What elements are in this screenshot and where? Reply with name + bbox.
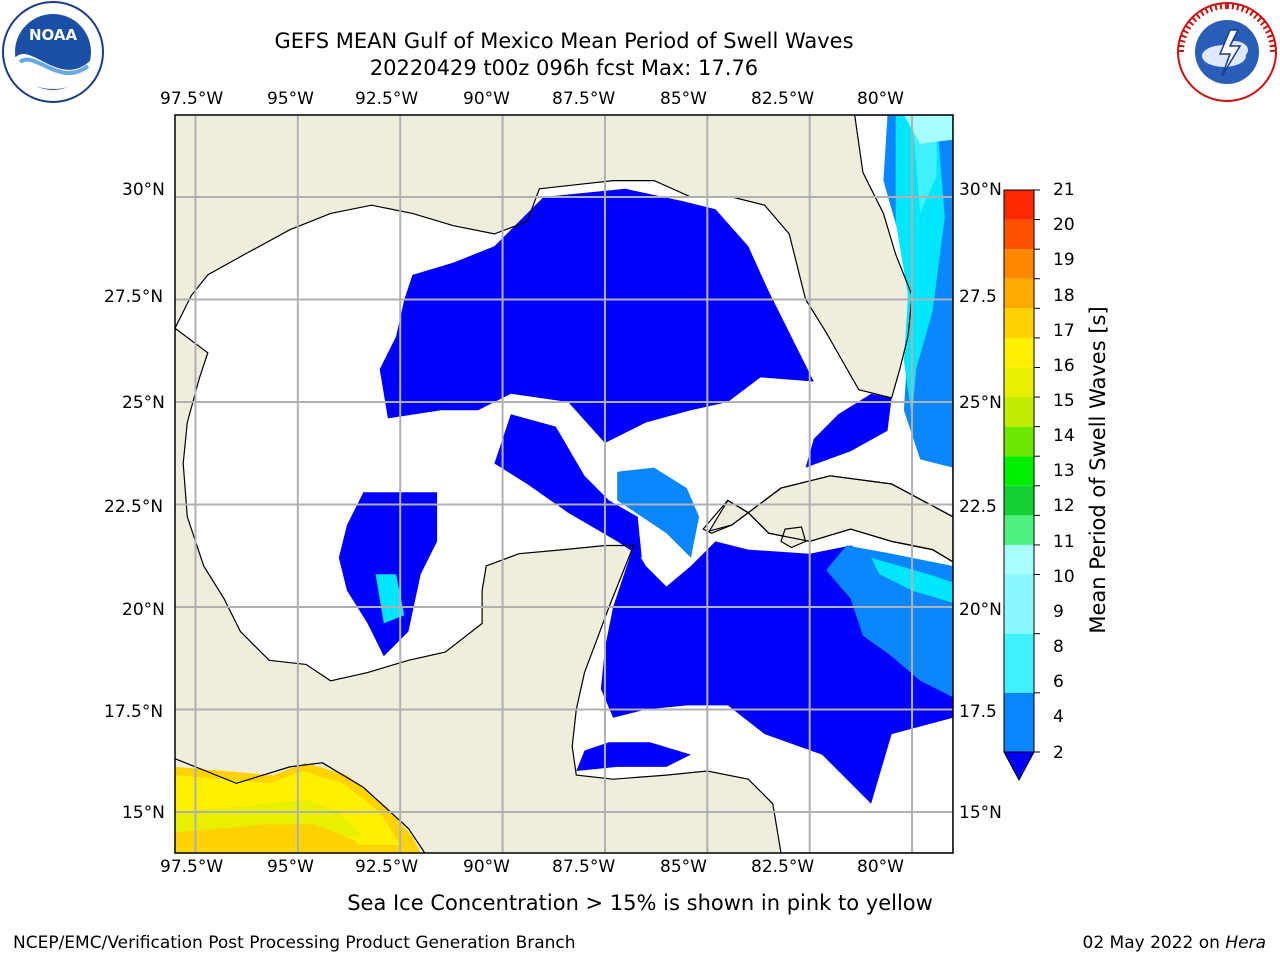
lat-tick-left: 25°N xyxy=(122,393,165,413)
lon-tick-bottom: 82.5°W xyxy=(751,857,815,877)
lon-tick-top: 87.5°W xyxy=(552,89,616,109)
isla-juventud-land xyxy=(780,526,807,549)
lon-tick-bottom: 97.5°W xyxy=(160,857,224,877)
colorbar-under-triangle xyxy=(1003,751,1035,782)
map-frame xyxy=(174,114,954,854)
lat-tick-left: 15°N xyxy=(122,803,165,823)
lon-tick-top: 82.5°W xyxy=(751,89,815,109)
colorbar-tick: 2 xyxy=(1053,743,1064,763)
colorbar-tick: 16 xyxy=(1053,356,1075,376)
colorbar-band xyxy=(1004,308,1034,338)
lat-tick-left: 17.5°N xyxy=(104,702,164,722)
lon-tick-top: 85°W xyxy=(660,89,707,109)
lon-tick-top: 97.5°W xyxy=(160,89,224,109)
colorbar-tick: 6 xyxy=(1053,672,1064,692)
lon-tick-top: 95°W xyxy=(267,89,314,109)
sea-ice-caption: Sea Ice Concentration > 15% is shown in … xyxy=(0,891,1280,915)
lat-tick-right: 15°N xyxy=(959,803,1002,823)
colorbar-band xyxy=(1004,574,1034,634)
lat-tick-right: 25°N xyxy=(959,393,1002,413)
lat-tick-right: 22.5 xyxy=(959,497,997,517)
swell-9-atlantic xyxy=(903,115,953,144)
swell-4to6-atlantic xyxy=(895,115,945,419)
lat-tick-left: 27.5°N xyxy=(104,287,164,307)
colorbar-band xyxy=(1004,426,1034,457)
footer-host: Hera xyxy=(1225,933,1266,953)
colorbar-tick: 20 xyxy=(1053,215,1075,235)
chart-subtitle: 20220429 t00z 096h fcst Max: 17.76 xyxy=(369,56,759,80)
colorbar-tick: 4 xyxy=(1053,707,1064,727)
noaa-logo-text: NOAA xyxy=(29,26,78,44)
swell-2to4-yucatan xyxy=(617,467,700,558)
colorbar-band xyxy=(1004,397,1034,427)
colorbar-tick: 9 xyxy=(1053,602,1064,622)
lon-tick-top: 92.5°W xyxy=(355,89,419,109)
colorbar-tick: 11 xyxy=(1053,532,1075,552)
lat-tick-left: 22.5°N xyxy=(104,497,164,517)
lon-tick-bottom: 90°W xyxy=(463,857,510,877)
colorbar-band xyxy=(1004,190,1034,220)
colorbar-tick: 18 xyxy=(1053,286,1075,306)
lat-tick-right: 27.5 xyxy=(959,287,997,307)
lat-tick-right: 30°N xyxy=(959,180,1002,200)
colorbar-band xyxy=(1004,544,1034,575)
colorbar-tick: 14 xyxy=(1053,426,1075,446)
pacific-coastline xyxy=(175,758,426,853)
swell-under2-straits xyxy=(805,393,892,468)
colorbar-label: Mean Period of Swell Waves [s] xyxy=(1086,306,1110,634)
lon-tick-top: 90°W xyxy=(463,89,510,109)
colorbar-band xyxy=(1004,515,1034,545)
colorbar-band xyxy=(1004,456,1034,486)
colorbar-tick: 17 xyxy=(1053,321,1075,341)
colorbar-tick: 19 xyxy=(1053,250,1075,270)
colorbar-tick: 15 xyxy=(1053,391,1075,411)
colorbar-band xyxy=(1004,278,1034,309)
lon-tick-bottom: 85°W xyxy=(660,857,707,877)
colorbar-band xyxy=(1004,219,1034,250)
sea-ice-orange-band xyxy=(175,824,364,853)
footer-branch: NCEP/EMC/Verification Post Processing Pr… xyxy=(13,933,576,953)
map-layer xyxy=(175,115,953,853)
colorbar-band xyxy=(1004,485,1034,516)
lon-tick-bottom: 80°W xyxy=(857,857,904,877)
footer-date-text: 02 May 2022 on xyxy=(1082,933,1226,953)
lat-tick-left: 20°N xyxy=(122,600,165,620)
lon-tick-bottom: 95°W xyxy=(267,857,314,877)
lat-tick-right: 20°N xyxy=(959,600,1002,620)
lon-tick-bottom: 87.5°W xyxy=(552,857,616,877)
colorbar-tick: 10 xyxy=(1053,567,1075,587)
nws-logo xyxy=(1174,0,1280,104)
colorbar-tick: 13 xyxy=(1053,461,1075,481)
lat-tick-right: 17.5 xyxy=(959,702,997,722)
lat-tick-left: 30°N xyxy=(122,180,165,200)
chart-title: GEFS MEAN Gulf of Mexico Mean Period of … xyxy=(274,29,854,53)
lon-tick-top: 80°W xyxy=(857,89,904,109)
colorbar-tick: 12 xyxy=(1053,496,1075,516)
footer-date: 02 May 2022 on Hera xyxy=(1083,933,1267,953)
colorbar-band xyxy=(1004,337,1034,368)
swell-4to6-west xyxy=(375,574,405,624)
colorbar-band xyxy=(1004,249,1034,279)
lon-tick-bottom: 92.5°W xyxy=(355,857,419,877)
colorbar-band xyxy=(1004,633,1034,693)
sea-ice-caption-text: Sea Ice Concentration > 15% is shown in … xyxy=(347,891,933,915)
gulf-coastline xyxy=(175,115,953,853)
colorbar-tick: 21 xyxy=(1053,180,1075,200)
colorbar-band xyxy=(1004,367,1034,398)
colorbar-frame xyxy=(1003,189,1035,753)
swell-under2-north xyxy=(379,188,814,443)
colorbar-tick: 8 xyxy=(1053,637,1064,657)
colorbar-band xyxy=(1004,692,1034,752)
noaa-logo: NOAA xyxy=(0,0,106,104)
